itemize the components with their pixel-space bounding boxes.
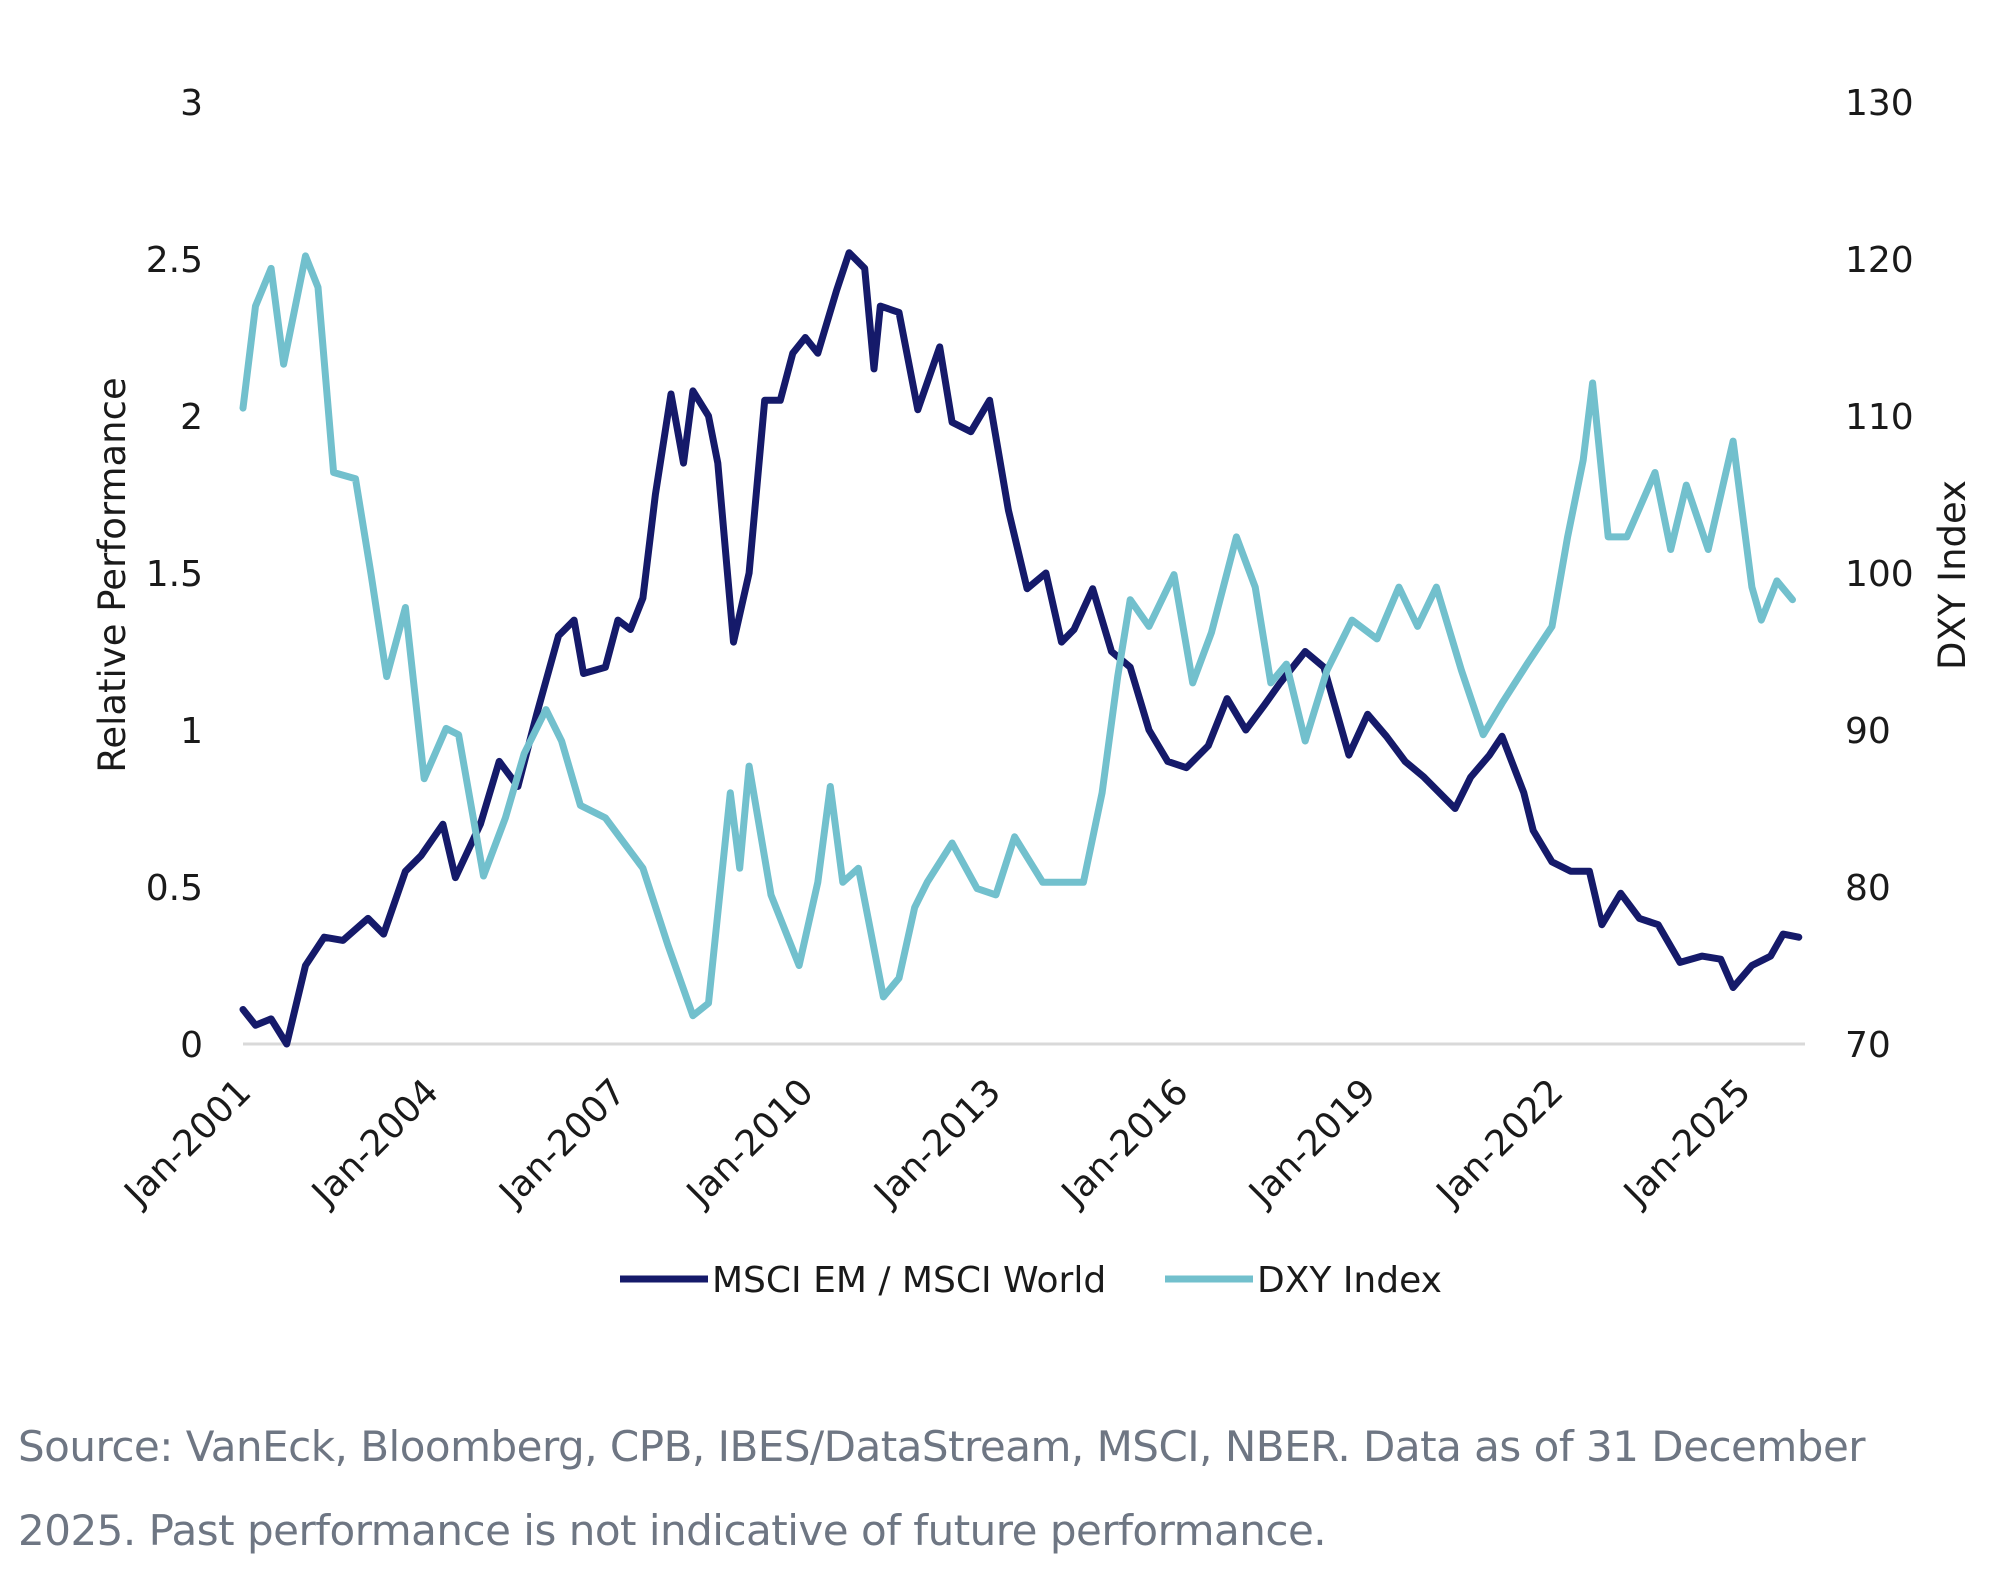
y2-tick-label: 110 xyxy=(1845,397,1914,438)
x-tick-label: Jan-2025 xyxy=(1615,1071,1759,1215)
y-tick-label: 1 xyxy=(180,711,203,752)
y2-tick-label: 100 xyxy=(1845,554,1914,595)
x-tick-label: Jan-2022 xyxy=(1428,1071,1572,1215)
y-tick-label: 2 xyxy=(180,397,203,438)
legend: MSCI EM / MSCI World DXY Index xyxy=(620,1260,1442,1301)
source-line-2: 2025. Past performance is not indicative… xyxy=(18,1506,1327,1555)
legend-label-dxy: DXY Index xyxy=(1257,1260,1442,1301)
x-tick-label: Jan-2010 xyxy=(678,1071,822,1215)
x-tick-label: Jan-2004 xyxy=(303,1071,447,1215)
legend-label-msci: MSCI EM / MSCI World xyxy=(712,1260,1106,1301)
y2-tick-label: 70 xyxy=(1845,1025,1891,1066)
y2-tick-label: 80 xyxy=(1845,868,1891,909)
right-y-axis-ticks: 70 80 90 100 110 120 130 xyxy=(1845,83,1914,1066)
right-y-axis-title: DXY Index xyxy=(1931,480,1974,670)
y2-tick-label: 90 xyxy=(1845,711,1891,752)
source-line-1: Source: VanEck, Bloomberg, CPB, IBES/Dat… xyxy=(18,1422,1866,1471)
y2-tick-label: 120 xyxy=(1845,240,1914,281)
series-lines xyxy=(239,249,1803,1048)
y2-tick-label: 130 xyxy=(1845,83,1914,124)
chart: 0 0.5 1 1.5 2 2.5 3 70 80 90 100 110 120 130 Jan-200… xyxy=(91,83,1974,1301)
x-axis-ticks: Jan-2001 Jan-2004 Jan-2007 Jan-2010 Jan-2013… xyxy=(116,1071,1759,1215)
left-y-axis-title: Relative Performance xyxy=(91,377,134,772)
x-tick-label: Jan-2019 xyxy=(1240,1071,1384,1215)
series-line-dxy xyxy=(239,252,1796,1020)
x-tick-label: Jan-2001 xyxy=(116,1071,260,1215)
y-tick-label: 0.5 xyxy=(146,868,203,909)
y-tick-label: 1.5 xyxy=(146,554,203,595)
source-note: Source: VanEck, Bloomberg, CPB, IBES/Dat… xyxy=(18,1405,1978,1573)
left-y-axis-ticks: 0 0.5 1 1.5 2 2.5 3 xyxy=(146,83,203,1066)
y-tick-label: 0 xyxy=(180,1025,203,1066)
y-tick-label: 2.5 xyxy=(146,240,203,281)
series-line-msci xyxy=(239,249,1803,1048)
x-tick-label: Jan-2016 xyxy=(1053,1071,1197,1215)
x-tick-label: Jan-2013 xyxy=(866,1071,1010,1215)
x-tick-label: Jan-2007 xyxy=(491,1071,635,1215)
y-tick-label: 3 xyxy=(180,83,203,124)
